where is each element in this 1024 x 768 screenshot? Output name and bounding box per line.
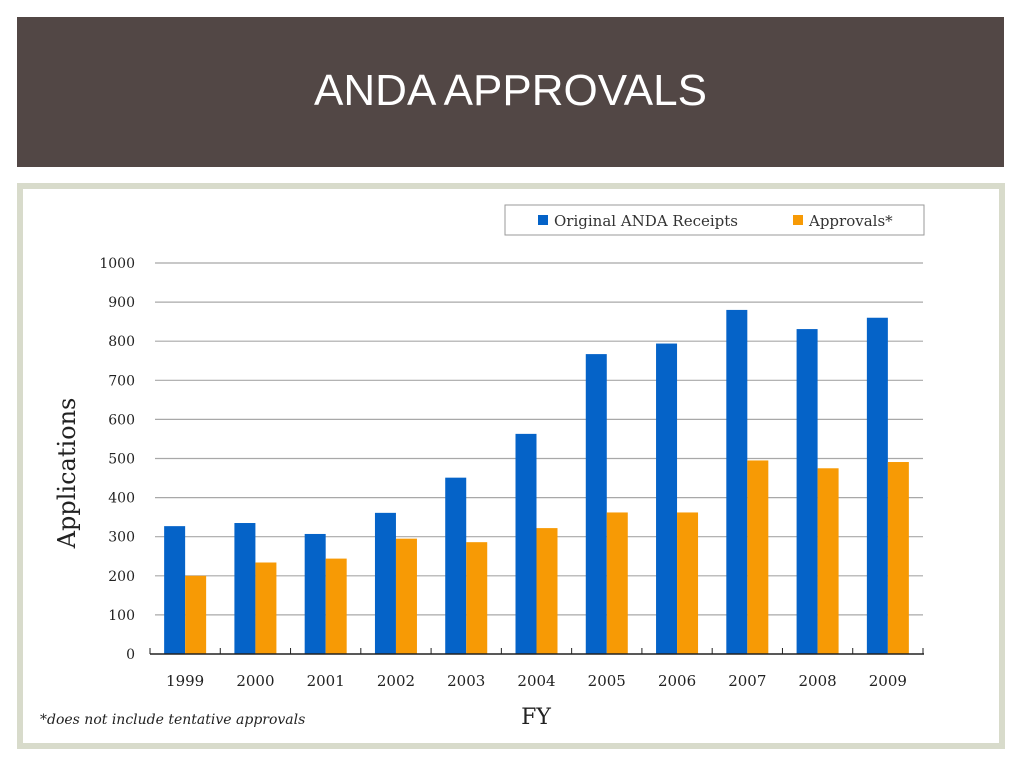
y-tick-label: 200 <box>108 569 135 585</box>
y-tick-label: 300 <box>108 530 135 546</box>
bar-receipts-2005 <box>585 354 607 654</box>
legend-swatch-receipts <box>538 215 548 225</box>
bar-approvals-2004 <box>536 528 558 654</box>
bar-approvals-1999 <box>185 575 207 654</box>
bar-receipts-1999 <box>164 526 186 654</box>
bar-approvals-2009 <box>887 462 909 654</box>
bar-receipts-2008 <box>796 329 818 654</box>
y-tick-label: 1000 <box>99 256 135 272</box>
y-tick-label: 800 <box>108 334 135 350</box>
bar-approvals-2008 <box>817 468 839 654</box>
bar-receipts-2001 <box>304 533 326 654</box>
x-axis-label: FY <box>521 705 551 730</box>
y-axis-label: Applications <box>53 398 81 550</box>
slide-header: ANDA APPROVALS <box>17 17 1004 167</box>
x-tick-label: 1999 <box>166 672 204 690</box>
x-tick-label: 2007 <box>728 672 766 690</box>
bar-approvals-2006 <box>677 512 699 654</box>
y-tick-label: 100 <box>108 608 135 624</box>
x-tick-label: 2009 <box>869 672 907 690</box>
bar-receipts-2009 <box>866 317 888 654</box>
y-tick-label: 400 <box>108 491 135 507</box>
y-tick-label: 600 <box>108 412 135 428</box>
x-tick-label: 2000 <box>236 672 274 690</box>
legend-swatch-approvals <box>793 215 803 225</box>
x-tick-label: 2002 <box>377 672 415 690</box>
legend-box <box>504 204 925 236</box>
bar-approvals-2001 <box>325 558 347 654</box>
x-tick-label: 2006 <box>658 672 696 690</box>
bar-receipts-2007 <box>726 309 748 654</box>
bar-approvals-2007 <box>747 460 769 654</box>
bar-approvals-2003 <box>466 542 488 654</box>
legend-label-approvals: Approvals* <box>808 212 893 230</box>
x-tick-label: 2001 <box>307 672 345 690</box>
y-tick-label: 700 <box>108 373 135 389</box>
bar-receipts-2006 <box>656 343 678 654</box>
y-tick-label: 900 <box>108 295 135 311</box>
y-tick-label: 0 <box>126 647 135 663</box>
x-tick-label: 2003 <box>447 672 485 690</box>
x-tick-label: 2005 <box>588 672 626 690</box>
footnote: *does not include tentative approvals <box>40 712 305 728</box>
bar-approvals-2000 <box>255 562 277 654</box>
slide-title: ANDA APPROVALS <box>314 66 707 115</box>
bar-receipts-2000 <box>234 523 256 654</box>
x-tick-label: 2004 <box>517 672 555 690</box>
bar-approvals-2002 <box>395 538 417 654</box>
legend-label-receipts: Original ANDA Receipts <box>554 212 738 230</box>
bar-receipts-2004 <box>515 433 537 654</box>
bar-approvals-2005 <box>606 512 628 654</box>
x-tick-label: 2008 <box>798 672 836 690</box>
y-tick-label: 500 <box>108 452 135 468</box>
bar-receipts-2002 <box>374 512 396 654</box>
bar-receipts-2003 <box>445 477 467 654</box>
